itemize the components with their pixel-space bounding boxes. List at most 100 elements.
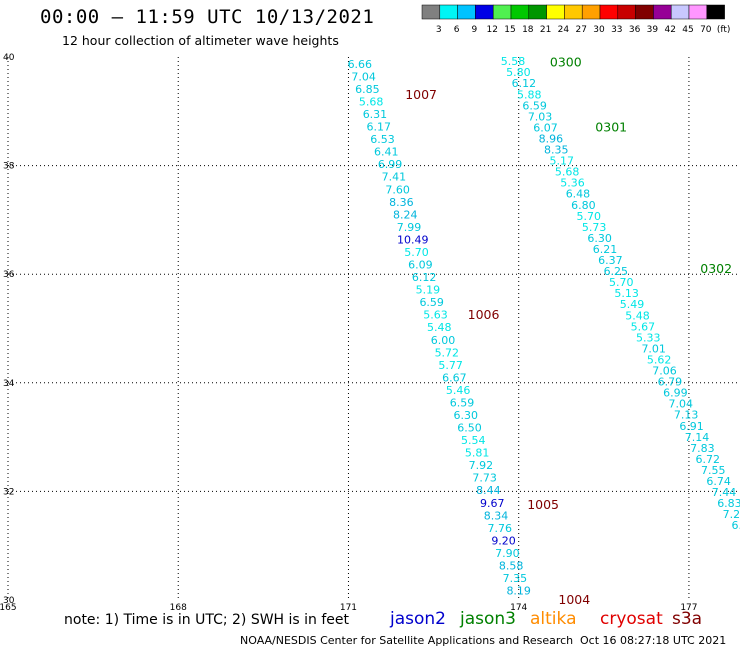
colorbar-swatch [706, 4, 725, 20]
wave-height-point: 7.92 [469, 459, 494, 472]
wave-height-point: 8.19 [506, 585, 531, 598]
grid [7, 57, 740, 600]
wave-height-point: 7.55 [701, 464, 726, 477]
colorbar-label: 45 [682, 25, 693, 35]
time-label: 1006 [468, 307, 500, 322]
wave-height-point: 7.04 [351, 70, 376, 83]
wave-height-point: 6.37 [598, 254, 623, 267]
track-a: 6.667.046.855.686.316.176.536.416.997.41… [348, 58, 591, 607]
wave-height-point: 7.35 [503, 572, 528, 585]
y-tick-label: 36 [3, 270, 15, 280]
time-label: 0302 [700, 261, 732, 276]
time-label: 1004 [558, 592, 590, 607]
wave-height-point: 5.46 [446, 384, 471, 397]
colorbar-label: 12 [486, 25, 497, 35]
wave-height-point: 6.25 [604, 265, 629, 278]
track-b: 5.585.806.125.886.597.036.078.968.355.17… [501, 54, 740, 532]
wave-height-point: 5.81 [465, 447, 490, 460]
wave-height-point: 7.99 [397, 221, 422, 234]
wave-height-point: 5.67 [631, 320, 656, 333]
x-tick-label: 177 [680, 603, 697, 613]
wave-height-point: 6.85 [355, 83, 380, 96]
colorbar-label: 15 [504, 25, 515, 35]
legend-s3a: s3a [672, 609, 703, 629]
colorbar-label: 39 [647, 25, 659, 35]
wave-height-point: 7.44 [712, 486, 737, 499]
colorbar-label: 18 [522, 25, 534, 35]
wave-height-point: 5.19 [416, 284, 441, 297]
time-label: 0301 [595, 120, 627, 135]
footer-timestamp: Oct 16 08:27:18 UTC 2021 [580, 634, 727, 647]
colorbar-label: 3 [436, 25, 442, 35]
wave-height-point: 7.04 [668, 398, 693, 411]
wave-height-point: 6.50 [457, 422, 482, 435]
wave-height-point: 6.09 [408, 259, 433, 272]
wave-height-point: 6.48 [566, 188, 591, 201]
y-tick-label: 40 [3, 53, 15, 63]
wave-height-point: 6.12 [412, 271, 437, 284]
wave-height-point: 7.01 [641, 342, 666, 355]
wave-height-point: 6.53 [370, 133, 395, 146]
wave-height-point: 6.41 [374, 146, 399, 159]
wave-height-point: 6.67 [442, 371, 467, 384]
wave-height-point: 6.72 [696, 453, 721, 466]
wave-height-point: 6.59 [419, 296, 444, 309]
wave-height-point: 7.76 [488, 522, 513, 535]
y-tick-label: 38 [3, 162, 15, 172]
time-label: 1005 [527, 497, 559, 512]
wave-height-point: 5.54 [461, 434, 486, 447]
x-tick-label: 171 [340, 603, 357, 613]
wave-height-point: 7.28 [723, 508, 740, 521]
wave-height-point: 8.36 [389, 196, 414, 209]
wave-height-point: 7.13 [674, 409, 699, 422]
wave-height-point: 5.73 [582, 221, 607, 234]
wave-height-point: 5.49 [620, 298, 645, 311]
wave-height-point: 8.44 [476, 484, 501, 497]
wave-height-point: 5.36 [560, 177, 585, 190]
wave-height-point: 5.70 [404, 246, 429, 259]
wave-height-point: 5.70 [609, 276, 634, 289]
wave-height-point: 6.12 [512, 77, 537, 90]
colorbar-label: 24 [558, 25, 570, 35]
wave-height-point: 7.14 [685, 431, 710, 444]
wave-height-point: 8.96 [539, 132, 564, 145]
wave-height-point: 6.17 [366, 121, 391, 134]
colorbar-label: 21 [540, 25, 551, 35]
y-tick-label: 32 [3, 487, 14, 497]
x-tick-label: 174 [510, 603, 527, 613]
wave-height-point: 6.30 [453, 409, 478, 422]
colorbar-label: 36 [629, 25, 641, 35]
wave-height-point: 8.35 [544, 144, 569, 157]
wave-height-point: 9.20 [491, 534, 516, 547]
y-tick-label: 34 [3, 379, 15, 389]
wave-height-point: 5.58 [501, 55, 526, 68]
wave-height-point: 6.83 [717, 497, 740, 510]
wave-height-point: 6.07 [533, 121, 558, 134]
wave-height-point: 5.88 [517, 88, 542, 101]
colorbar-label: (ft) [717, 25, 731, 35]
colorbar-label: 70 [700, 25, 712, 35]
wave-height-point: 5.70 [577, 210, 602, 223]
wave-height-point: 7.73 [472, 472, 497, 485]
wave-height-point: 6.8 [732, 519, 740, 532]
colorbar-label: 9 [472, 25, 478, 35]
colorbar-label: 27 [575, 25, 586, 35]
legend-jason3: jason3 [460, 609, 516, 629]
legend-jason2: jason2 [390, 609, 446, 629]
wave-height-point: 7.83 [690, 442, 715, 455]
wave-height-point: 7.03 [528, 110, 553, 123]
wave-height-point: 6.21 [593, 243, 618, 256]
wave-height-point: 6.99 [663, 387, 688, 400]
wave-height-point: 5.13 [614, 287, 639, 300]
wave-height-point: 10.49 [397, 233, 429, 246]
x-tick-label: 168 [170, 603, 187, 613]
wave-height-point: 6.59 [450, 396, 475, 409]
wave-height-point: 5.63 [423, 309, 448, 322]
time-label: 0300 [550, 54, 582, 69]
wave-height-point: 7.06 [652, 365, 677, 378]
legend-cryosat: cryosat [600, 609, 663, 629]
wave-height-point: 5.80 [506, 66, 531, 79]
wave-height-point: 5.72 [435, 346, 460, 359]
wave-height-point: 6.74 [706, 475, 731, 488]
